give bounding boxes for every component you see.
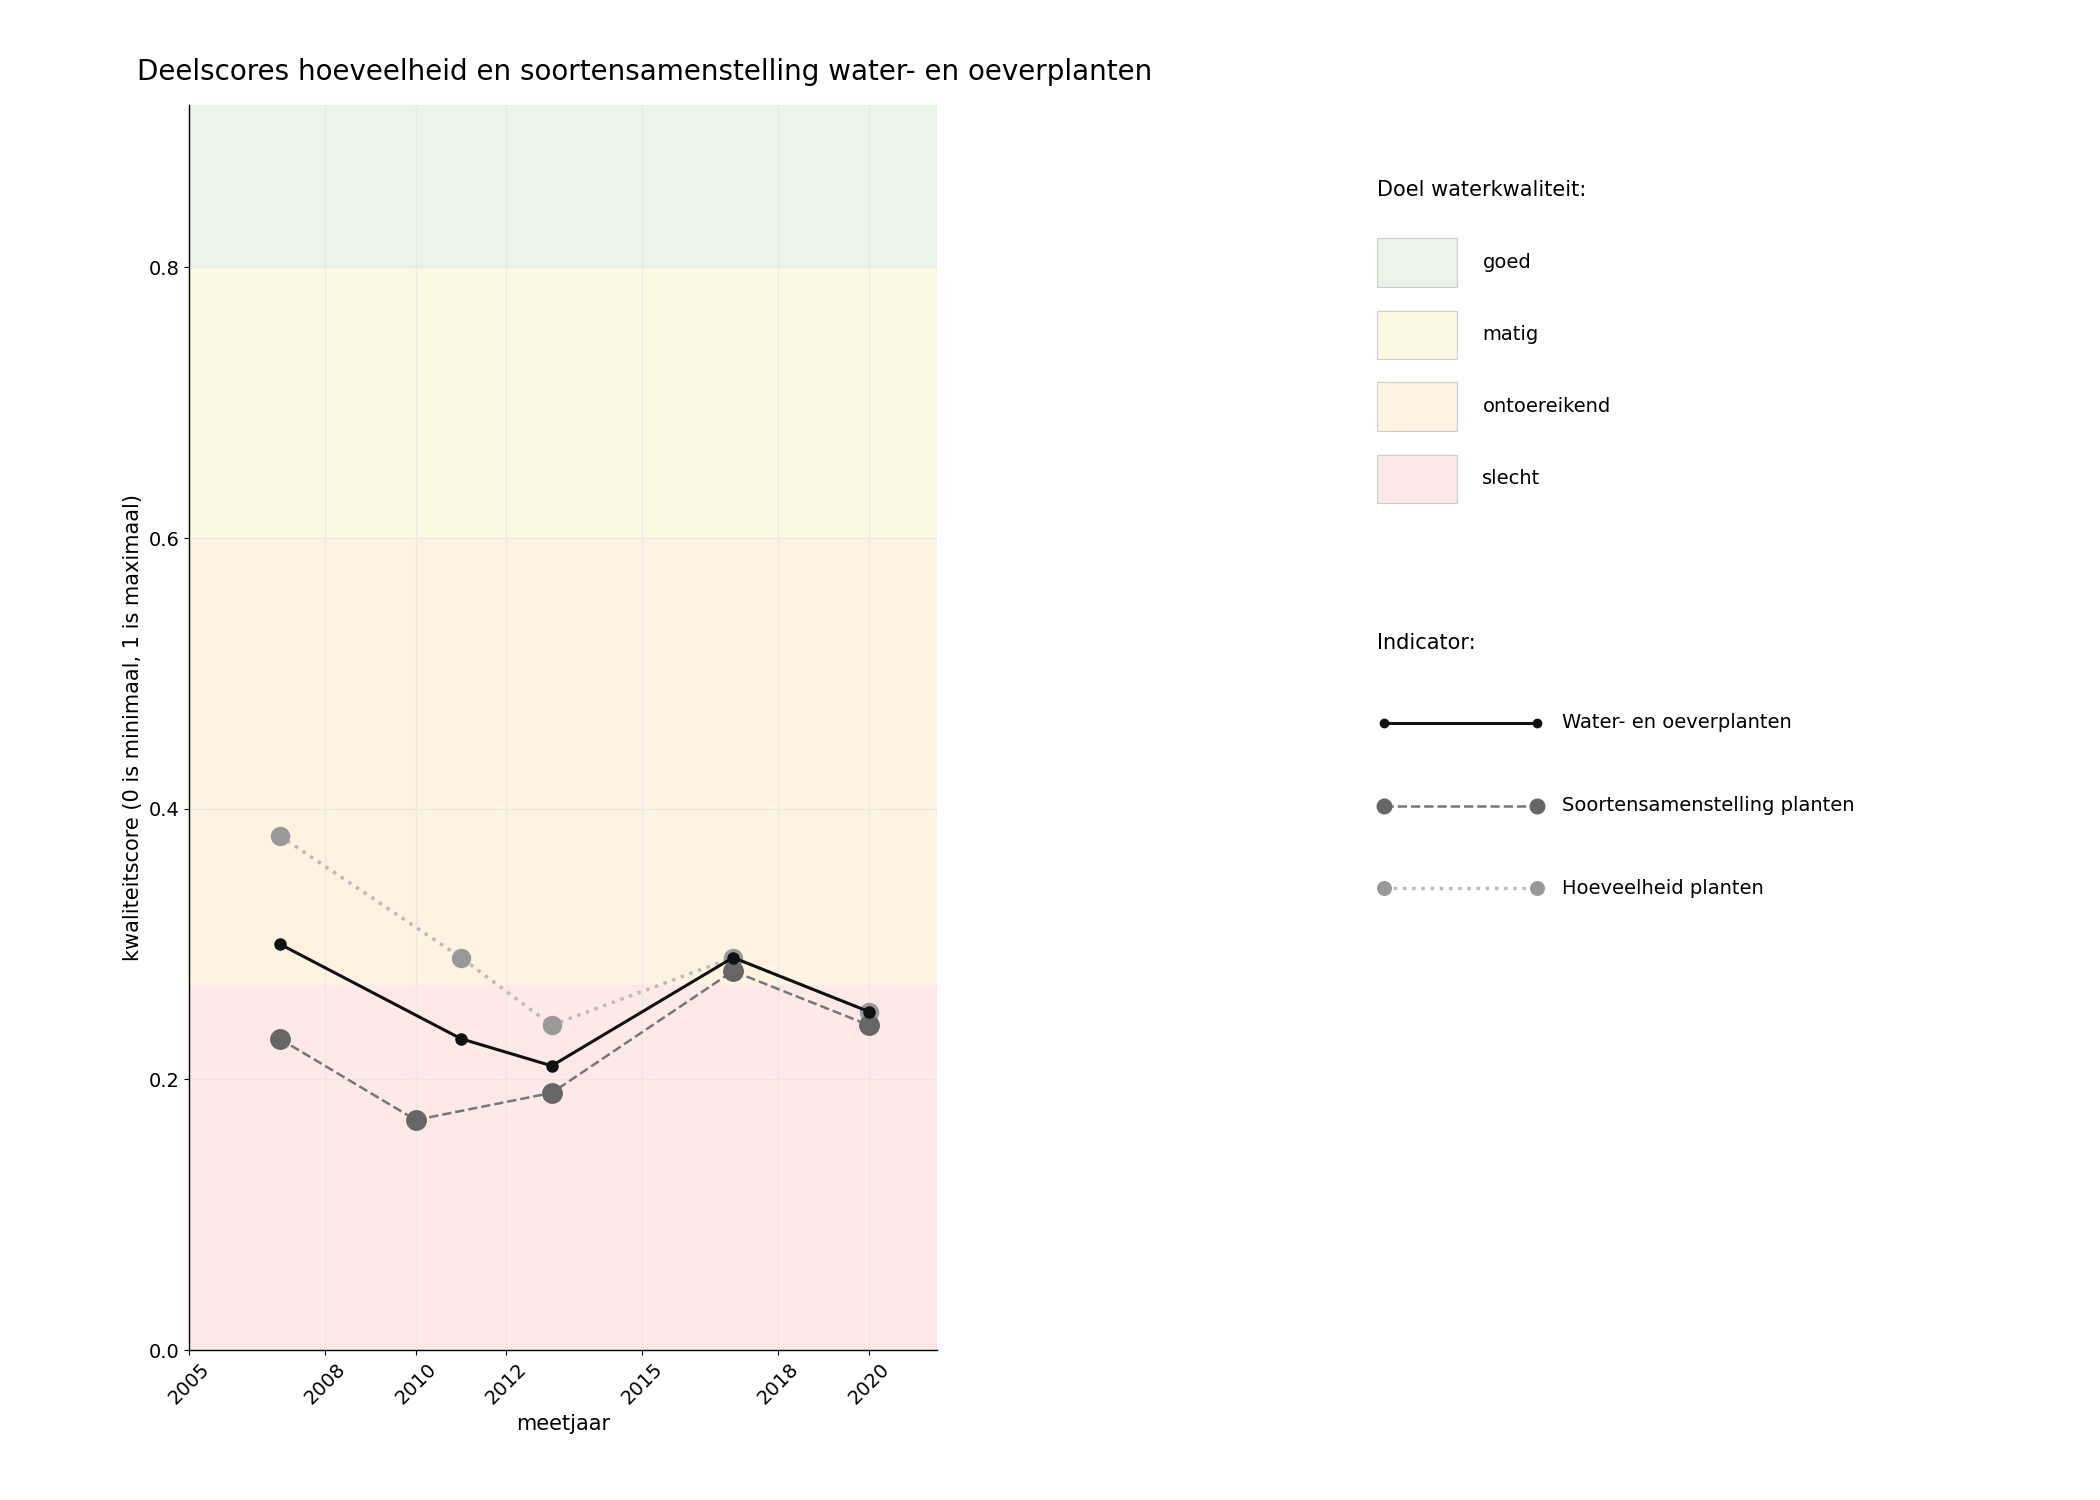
Bar bbox=[189, 267, 937, 538]
Text: slecht: slecht bbox=[1483, 470, 1541, 488]
Text: Doel waterkwaliteit:: Doel waterkwaliteit: bbox=[1378, 180, 1588, 200]
Y-axis label: kwaliteitscore (0 is minimaal, 1 is maximaal): kwaliteitscore (0 is minimaal, 1 is maxi… bbox=[122, 494, 143, 962]
Water- en oeverplanten bbox=[449, 1029, 475, 1047]
Text: Indicator:: Indicator: bbox=[1378, 633, 1476, 652]
Bar bbox=[189, 538, 937, 984]
Bar bbox=[189, 105, 937, 267]
Text: goed: goed bbox=[1483, 254, 1531, 272]
Soortensamenstelling planten bbox=[267, 1029, 292, 1047]
Water- en oeverplanten bbox=[857, 1002, 882, 1020]
Text: Soortensamenstelling planten: Soortensamenstelling planten bbox=[1562, 796, 1854, 814]
Line: Water- en oeverplanten: Water- en oeverplanten bbox=[275, 939, 874, 1071]
Text: Deelscores hoeveelheid en soortensamenstelling water- en oeverplanten: Deelscores hoeveelheid en soortensamenst… bbox=[136, 58, 1153, 86]
X-axis label: meetjaar: meetjaar bbox=[517, 1413, 611, 1434]
Hoeveelheid planten bbox=[449, 948, 475, 966]
Hoeveelheid planten bbox=[540, 1016, 565, 1034]
Line: Hoeveelheid planten: Hoeveelheid planten bbox=[271, 827, 878, 1034]
Hoeveelheid planten bbox=[720, 948, 746, 966]
Line: Soortensamenstelling planten: Soortensamenstelling planten bbox=[271, 962, 878, 1130]
Water- en oeverplanten bbox=[267, 934, 292, 952]
Text: Water- en oeverplanten: Water- en oeverplanten bbox=[1562, 714, 1791, 732]
Bar bbox=[189, 984, 937, 1350]
Soortensamenstelling planten bbox=[540, 1084, 565, 1102]
Text: Hoeveelheid planten: Hoeveelheid planten bbox=[1562, 879, 1764, 897]
Water- en oeverplanten bbox=[720, 948, 746, 966]
Water- en oeverplanten bbox=[540, 1058, 565, 1076]
Hoeveelheid planten bbox=[267, 827, 292, 844]
Soortensamenstelling planten bbox=[857, 1016, 882, 1034]
Soortensamenstelling planten bbox=[403, 1112, 428, 1130]
Hoeveelheid planten bbox=[857, 1002, 882, 1020]
Text: ontoereikend: ontoereikend bbox=[1483, 398, 1611, 416]
Soortensamenstelling planten bbox=[720, 962, 746, 980]
Text: matig: matig bbox=[1483, 326, 1539, 344]
